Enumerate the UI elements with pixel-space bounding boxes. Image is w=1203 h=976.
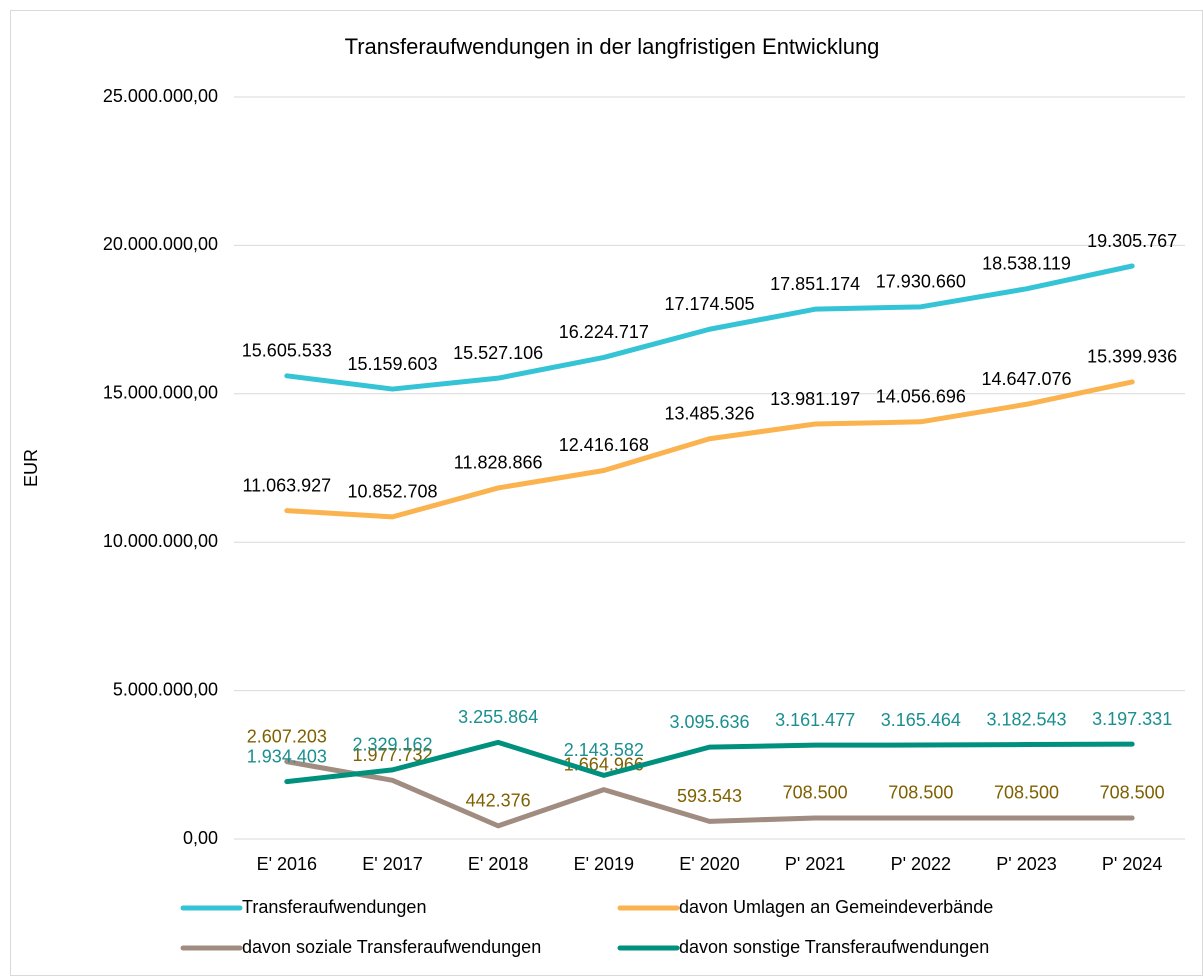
legend-label: davon soziale Transferaufwendungen <box>242 937 541 957</box>
y-axis-label: EUR <box>21 449 41 487</box>
series-line <box>284 739 1135 785</box>
data-label: 17.930.660 <box>876 272 966 292</box>
data-label: 708.500 <box>783 783 848 803</box>
data-label: 12.416.168 <box>559 435 649 455</box>
data-label: 593.543 <box>677 786 742 806</box>
series-line <box>284 759 1135 829</box>
y-tick-label: 25.000.000,00 <box>103 86 218 106</box>
data-label: 11.828.866 <box>454 453 543 473</box>
data-label: 442.376 <box>466 791 531 811</box>
data-label: 13.485.326 <box>664 404 754 424</box>
data-label: 1.977.732 <box>352 745 432 765</box>
data-label: 3.161.477 <box>775 710 855 730</box>
x-tick-label: P' 2021 <box>785 854 846 874</box>
data-label: 19.305.767 <box>1087 231 1177 251</box>
data-label: 3.255.864 <box>458 707 538 727</box>
data-label: 708.500 <box>1100 783 1165 803</box>
data-label: 13.981.197 <box>770 389 860 409</box>
data-label: 708.500 <box>994 783 1059 803</box>
series-line <box>284 379 1135 520</box>
data-label: 3.182.543 <box>986 709 1066 729</box>
x-tick-label: E' 2019 <box>574 854 635 874</box>
data-label: 17.174.505 <box>664 294 754 314</box>
data-label: 1.934.403 <box>247 746 327 766</box>
y-tick-label: 0,00 <box>183 828 218 848</box>
data-label: 17.851.174 <box>770 274 860 294</box>
y-tick-label: 20.000.000,00 <box>103 234 218 254</box>
data-label: 11.063.927 <box>242 475 331 495</box>
legend-label: davon Umlagen an Gemeindeverbände <box>679 897 993 917</box>
x-tick-label: P' 2022 <box>891 854 952 874</box>
y-tick-label: 15.000.000,00 <box>103 383 218 403</box>
x-tick-label: P' 2023 <box>996 854 1057 874</box>
data-label: 2.143.582 <box>564 740 644 760</box>
x-tick-label: E' 2017 <box>362 854 423 874</box>
data-label: 18.538.119 <box>982 254 1071 274</box>
data-label: 10.852.708 <box>347 482 437 502</box>
y-tick-label: 10.000.000,00 <box>103 531 218 551</box>
x-tick-label: P' 2024 <box>1102 854 1163 874</box>
chart-title: Transferaufwendungen in der langfristige… <box>345 34 880 59</box>
data-label: 15.159.603 <box>347 354 437 374</box>
legend-label: Transferaufwendungen <box>242 897 426 917</box>
data-label: 708.500 <box>888 783 953 803</box>
data-label: 14.056.696 <box>876 387 966 407</box>
data-label: 3.165.464 <box>881 710 961 730</box>
data-label: 3.095.636 <box>669 712 749 732</box>
data-label: 3.197.331 <box>1092 709 1172 729</box>
data-label: 15.399.936 <box>1087 347 1177 367</box>
y-tick-label: 5.000.000,00 <box>113 679 218 699</box>
data-label: 15.605.533 <box>242 341 332 361</box>
x-tick-label: E' 2018 <box>468 854 529 874</box>
x-tick-label: E' 2016 <box>257 854 318 874</box>
data-label: 2.329.162 <box>352 735 432 755</box>
data-label: 14.647.076 <box>981 369 1071 389</box>
data-label: 16.224.717 <box>559 322 649 342</box>
data-label: 15.527.106 <box>453 343 543 363</box>
series-line <box>284 263 1135 392</box>
data-label: 2.607.203 <box>247 726 327 746</box>
x-tick-label: E' 2020 <box>679 854 740 874</box>
legend-label: davon sonstige Transferaufwendungen <box>679 937 989 957</box>
